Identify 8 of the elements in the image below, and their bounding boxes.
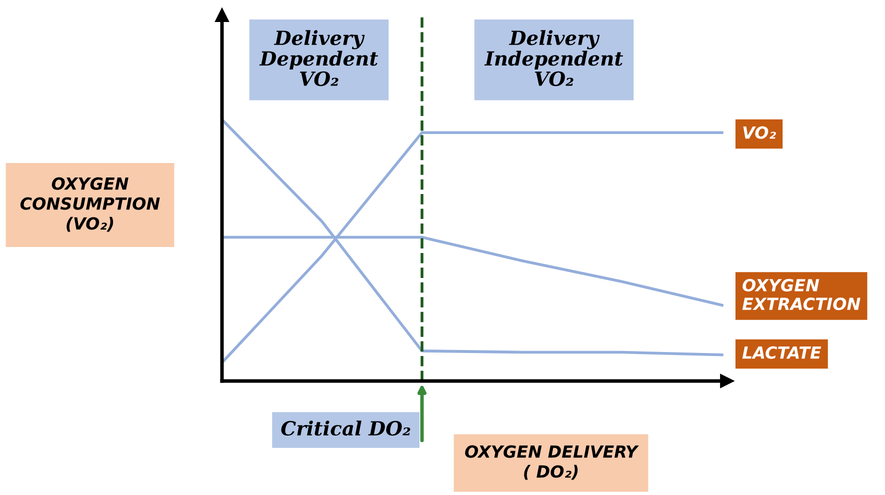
text: Delivery Independent VO₂ — [484, 30, 624, 86]
text: Critical DO₂ — [281, 420, 410, 436]
series-label: OXYGEN EXTRACTION — [742, 278, 860, 310]
text: Delivery Dependent VO₂ — [259, 30, 378, 86]
series-label: VO₂ — [743, 126, 776, 139]
x-axis-title: OXYGEN DELIVERY ( DO₂) — [465, 445, 639, 480]
series-label: LACTATE — [742, 346, 822, 359]
y-axis-title: OXYGEN CONSUMPTION (VO₂) — [20, 177, 160, 232]
